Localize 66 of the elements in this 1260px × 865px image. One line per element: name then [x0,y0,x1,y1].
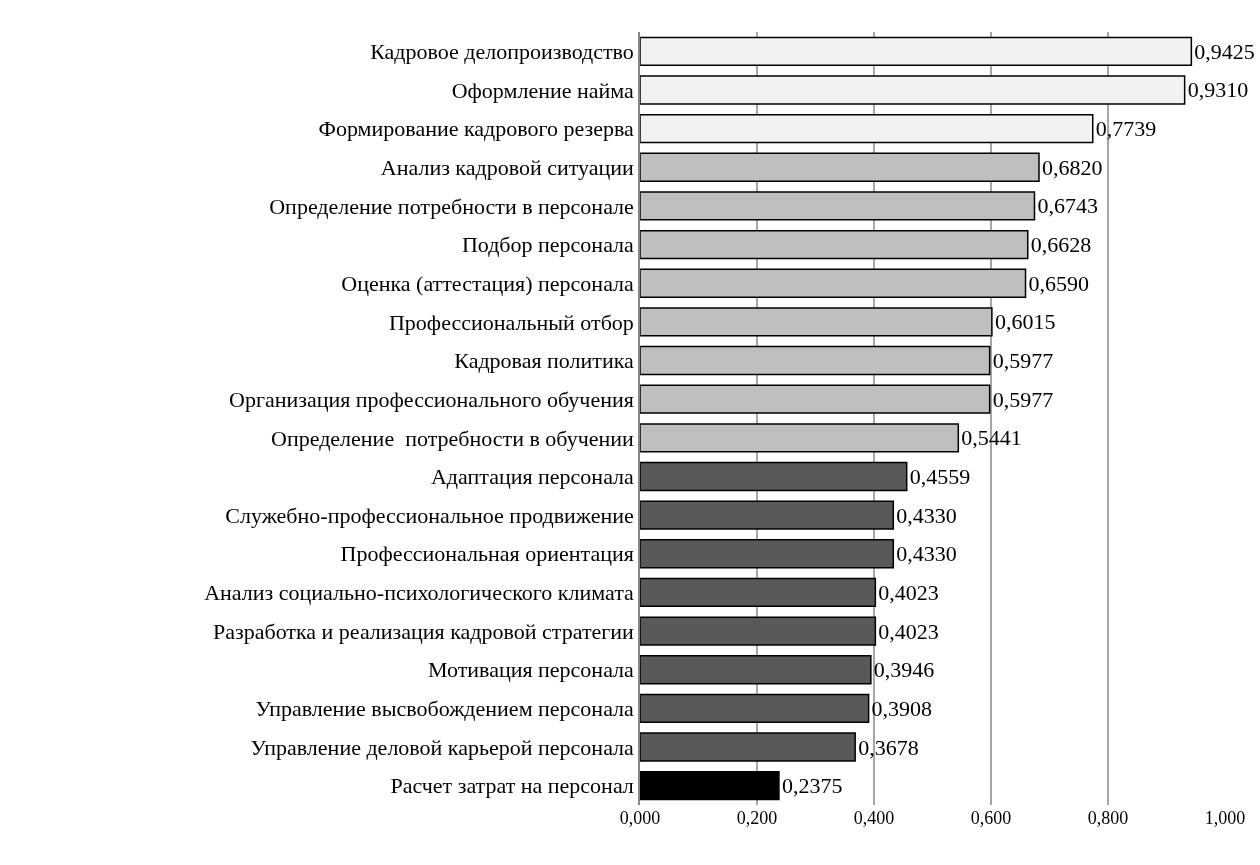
y-tick-label: Адаптация персонала [430,464,635,490]
bar [640,229,1029,260]
data-label: 0,5441 [961,425,1022,451]
bar [640,655,872,685]
x-tick-label: 1,000 [1204,808,1246,828]
data-label: 0,5977 [992,386,1054,412]
bar [640,191,1036,221]
bar [640,539,895,569]
bar [640,307,993,337]
data-label: 0,3946 [873,657,935,683]
data-label: 0,6628 [1030,232,1092,258]
x-tick-label: 0,400 [853,808,895,828]
bar [640,693,870,724]
bar [640,500,895,530]
data-label: 0,7739 [1095,116,1157,142]
bar [640,616,877,646]
data-label: 0,5977 [992,348,1054,374]
y-tick-label: Анализ социально-психологического климата [204,580,635,606]
y-tick-label: Мотивация персонала [427,657,635,683]
x-tick-label: 0,000 [619,808,661,828]
y-tick-label: Оформление найма [451,77,635,103]
data-label: 0,4559 [909,463,971,489]
data-label: 0,3908 [871,695,933,721]
bar [640,577,877,608]
bar [640,36,1193,66]
bar [640,423,960,453]
bar [640,771,780,801]
data-label: 0,4330 [896,541,957,567]
data-label: 0,4330 [896,502,957,528]
bar [640,461,908,492]
y-tick-label: Кадровое делопроизводство [370,39,634,65]
y-tick-label: Расчет затрат на персонал [390,773,634,799]
y-tick-label: Профессиональный отбор [388,309,634,335]
bar [640,75,1186,105]
data-label: 0,4023 [878,579,939,605]
x-tick-label: 0,600 [970,808,1012,828]
data-label: 0,9425 [1194,38,1255,64]
data-label: 0,6820 [1041,154,1103,180]
y-tick-label: Анализ кадровой ситуации [380,154,635,180]
data-label: 0,6743 [1037,193,1098,219]
bar [640,268,1027,298]
y-tick-label: Определение потребности в персонале [269,193,634,219]
y-tick-label: Организация профессионального обучения [229,386,634,412]
data-label: 0,9310 [1187,77,1249,103]
y-tick-label: Разработка и реализация кадровой стратегии [212,618,635,644]
bar [640,732,856,762]
y-tick-label: Служебно-профессиональное продвижение [225,502,634,528]
x-tick-label: 0,200 [736,808,778,828]
x-tick-label: 0,800 [1087,808,1129,828]
data-label: 0,6015 [994,309,1056,335]
y-tick-label: Профессиональная ориентация [340,541,634,567]
y-tick-label: Определение потребности в обучении [271,425,635,451]
bar [640,113,1094,144]
bar [640,345,991,376]
data-label: 0,3678 [858,734,919,760]
y-tick-label: Управление высвобождением персонала [255,696,635,722]
y-tick-label: Оценка (аттестация) персонала [341,270,635,296]
y-tick-label: Формирование кадрового резерва [318,116,635,142]
y-tick-label: Кадровая политика [454,348,635,374]
data-label: 0,4023 [878,618,939,644]
data-label: 0,6590 [1028,270,1090,296]
y-tick-label: Подбор персонала [461,232,635,258]
y-tick-label: Управление деловой карьерой персонала [250,734,635,760]
bar [640,384,991,414]
data-label: 0,2375 [781,773,843,799]
bar [640,152,1040,182]
